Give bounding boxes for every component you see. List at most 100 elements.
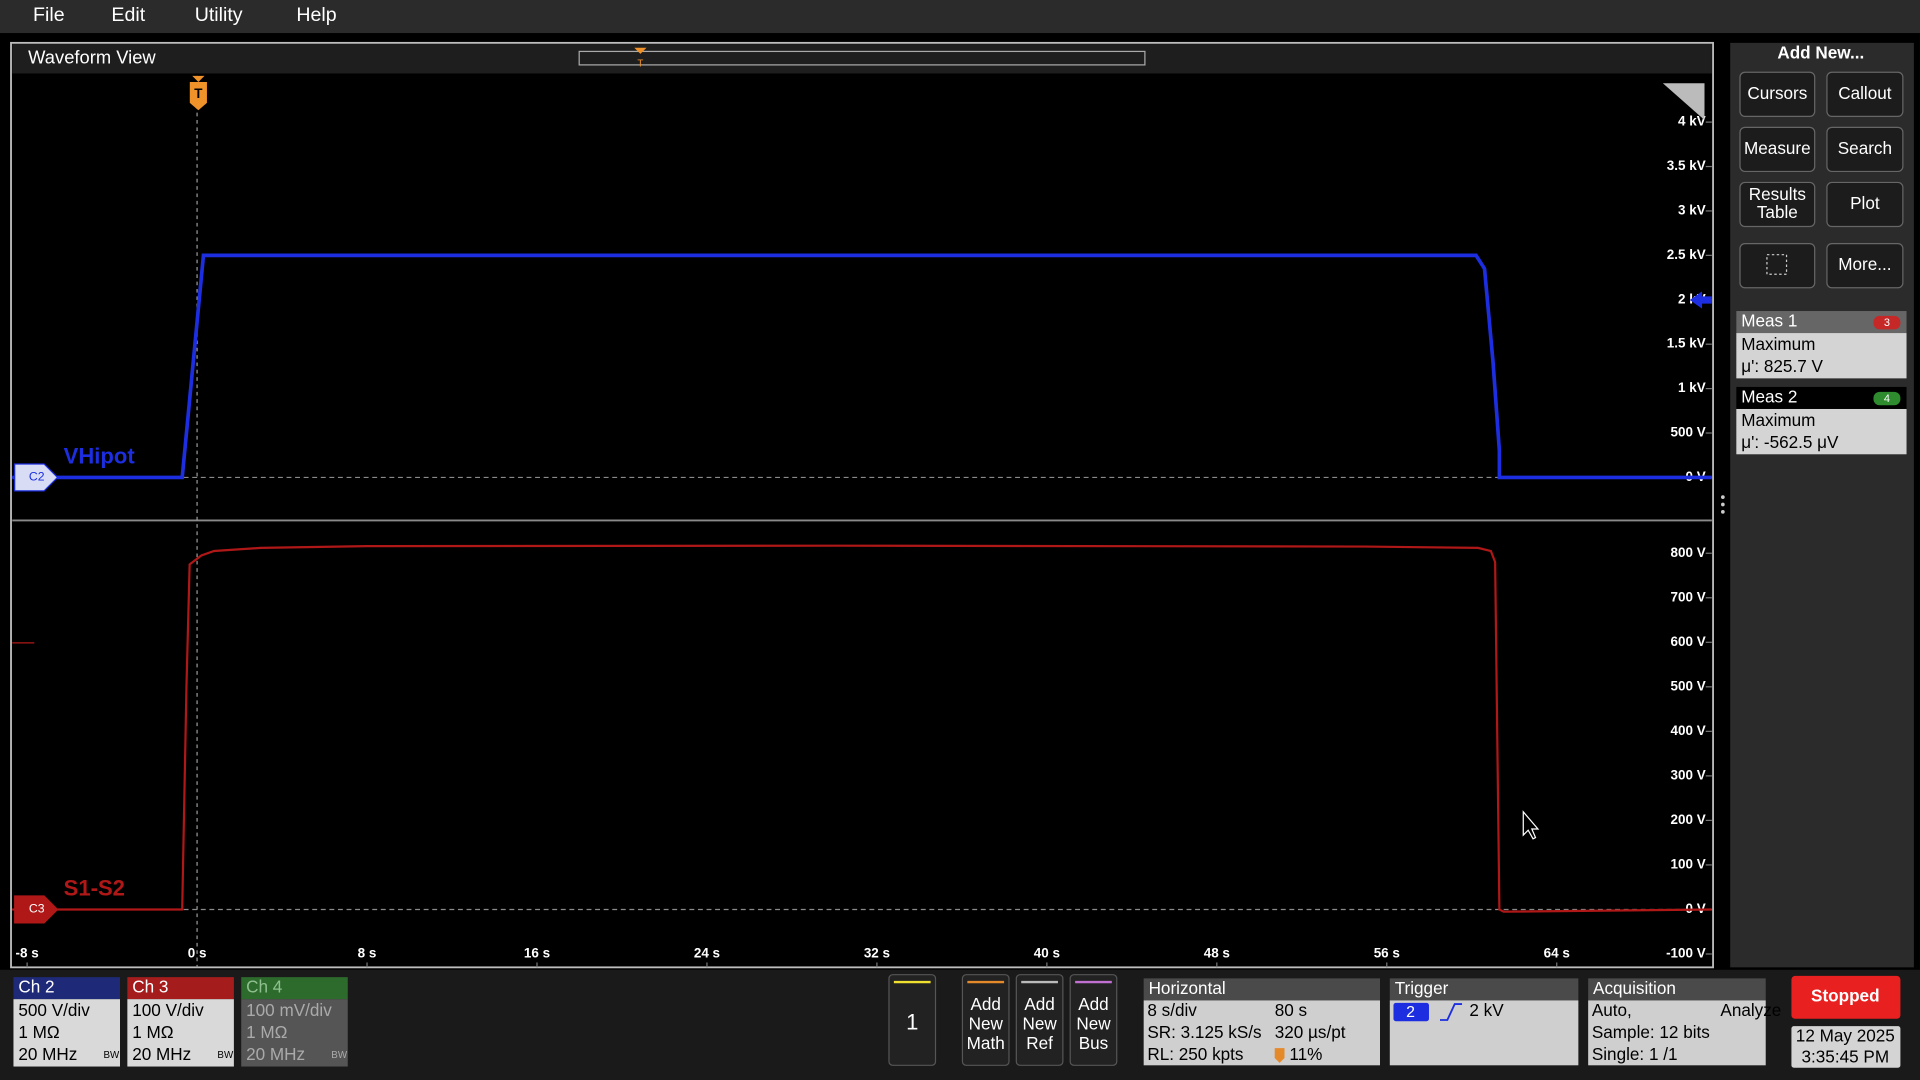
panel-button[interactable] [1739, 126, 1816, 173]
waveform-button-label[interactable]: 1 [906, 1010, 918, 1035]
y-tick-label: 100 V [1671, 856, 1706, 871]
add-button-label[interactable]: New [1022, 1013, 1057, 1033]
button-label[interactable]: Cursors [1747, 83, 1807, 103]
add-button-label[interactable]: Add [1024, 994, 1054, 1014]
channel-badge-label[interactable]: C3 [29, 902, 45, 916]
menu-item[interactable]: Help [296, 4, 336, 26]
button-label[interactable]: Table [1757, 202, 1798, 222]
channel-impedance: 1 MΩ [246, 1022, 288, 1042]
waveform-button[interactable] [888, 974, 937, 1066]
y-tick-label: 1.5 kV [1667, 336, 1706, 351]
box-title: Acquisition [1593, 978, 1676, 998]
view-title: Waveform View [28, 47, 156, 68]
button-label[interactable]: Results [1749, 184, 1806, 204]
channel-impedance: 1 MΩ [18, 1022, 60, 1042]
trigger-marker-tip [192, 75, 205, 83]
button-label[interactable]: More... [1838, 254, 1891, 274]
record-length: RL: 250 kpts [1147, 1044, 1243, 1064]
bw-limit-icon: BW [104, 1050, 121, 1061]
channel-impedance: 1 MΩ [132, 1022, 174, 1042]
meas-name: Meas 2 [1741, 386, 1797, 406]
y-tick-label: 400 V [1671, 723, 1706, 738]
acquisition-body[interactable] [1588, 1000, 1766, 1066]
box-title: Horizontal [1149, 978, 1226, 998]
position-icon [1274, 1048, 1285, 1063]
add-button-label[interactable]: Add [970, 994, 1000, 1014]
overview-trigger [634, 47, 647, 54]
y-tick-label: 700 V [1671, 589, 1706, 604]
menu-item[interactable]: Utility [195, 4, 243, 26]
panel-button[interactable] [1739, 181, 1816, 228]
menu-item[interactable]: Edit [111, 4, 145, 26]
add-button-label[interactable]: Add [1078, 994, 1108, 1014]
channel-badge[interactable] [14, 463, 59, 492]
trigger-header[interactable] [1389, 978, 1579, 1001]
button-label[interactable]: Plot [1850, 193, 1880, 213]
channel-name[interactable]: Ch 4 [246, 977, 283, 997]
slope-icon [1440, 1003, 1463, 1021]
meas-header[interactable] [1736, 311, 1907, 334]
channel-name[interactable]: Ch 3 [132, 977, 168, 997]
y-tick-label: 500 V [1671, 425, 1706, 440]
meas-body[interactable] [1736, 333, 1907, 379]
channel-badge[interactable] [14, 895, 59, 924]
meas-type: Maximum [1741, 410, 1815, 430]
x-tick-label: 40 s [1034, 945, 1060, 960]
add-button-label[interactable]: New [1076, 1013, 1111, 1033]
button-label[interactable]: Callout [1838, 83, 1892, 103]
channel-scale: 100 mV/div [246, 1000, 332, 1020]
bw-limit-icon: BW [217, 1050, 234, 1061]
trigger-source-badge [1393, 1002, 1429, 1022]
waveform-title-bar [12, 44, 1712, 74]
add-button-label[interactable]: Bus [1079, 1033, 1109, 1053]
add-button[interactable] [961, 974, 1010, 1066]
add-button[interactable] [1015, 974, 1064, 1066]
add-button-label[interactable]: Math [967, 1033, 1005, 1053]
search-icon-button[interactable] [1739, 243, 1816, 289]
add-button-label[interactable]: New [969, 1013, 1004, 1033]
channel-bandwidth: 20 MHz [246, 1044, 305, 1064]
button-label[interactable]: Search [1838, 138, 1892, 158]
trigger-source: 2 [1406, 1004, 1415, 1021]
meas-body[interactable] [1736, 408, 1907, 455]
horizontal-header[interactable] [1143, 978, 1380, 1001]
panel-button[interactable] [1826, 243, 1904, 289]
bw-limit-icon: BW [331, 1050, 348, 1061]
channel-body[interactable] [127, 999, 234, 1067]
panel-button[interactable] [1826, 71, 1904, 117]
date-box [1791, 1026, 1901, 1068]
acquisition-header[interactable] [1588, 978, 1766, 1001]
menu-bar [0, 0, 1920, 34]
horizontal-position: 11% [1289, 1044, 1322, 1064]
channel-header[interactable] [127, 977, 234, 1000]
horizontal-body[interactable] [1143, 1000, 1380, 1066]
channel-badge-label[interactable]: C2 [29, 470, 45, 484]
channel-name[interactable]: Ch 2 [18, 977, 54, 997]
panel-button[interactable] [1739, 71, 1816, 117]
run-stop-button[interactable] [1791, 975, 1901, 1019]
add-button-label[interactable]: Ref [1026, 1033, 1053, 1053]
channel-bandwidth: 20 MHz [132, 1044, 191, 1064]
panel-button[interactable] [1826, 181, 1904, 228]
menu-item[interactable]: File [33, 4, 65, 26]
mouse-cursor [1522, 810, 1540, 840]
add-button[interactable] [1069, 974, 1118, 1066]
overview-trigger-label: T [637, 58, 643, 69]
acq-analyze: Analyze [1720, 1000, 1781, 1020]
meas-header[interactable] [1736, 386, 1907, 409]
channel-body[interactable] [241, 999, 348, 1067]
run-state[interactable]: Stopped [1811, 985, 1880, 1005]
button-label[interactable]: Measure [1744, 138, 1811, 158]
channel-header[interactable] [13, 977, 120, 1000]
acq-single: Single: 1 /1 [1592, 1044, 1678, 1064]
panel-button[interactable] [1826, 126, 1904, 173]
channel-header[interactable] [241, 977, 348, 1000]
y-tick-label: 1 kV [1678, 380, 1706, 395]
x-tick-label: 64 s [1544, 945, 1570, 960]
x-tick-label: 0 s [188, 945, 207, 960]
channel-body[interactable] [13, 999, 120, 1067]
meas-name: Meas 1 [1741, 311, 1797, 331]
x-tick-label: 56 s [1374, 945, 1400, 960]
y-tick-label: 600 V [1671, 634, 1706, 649]
